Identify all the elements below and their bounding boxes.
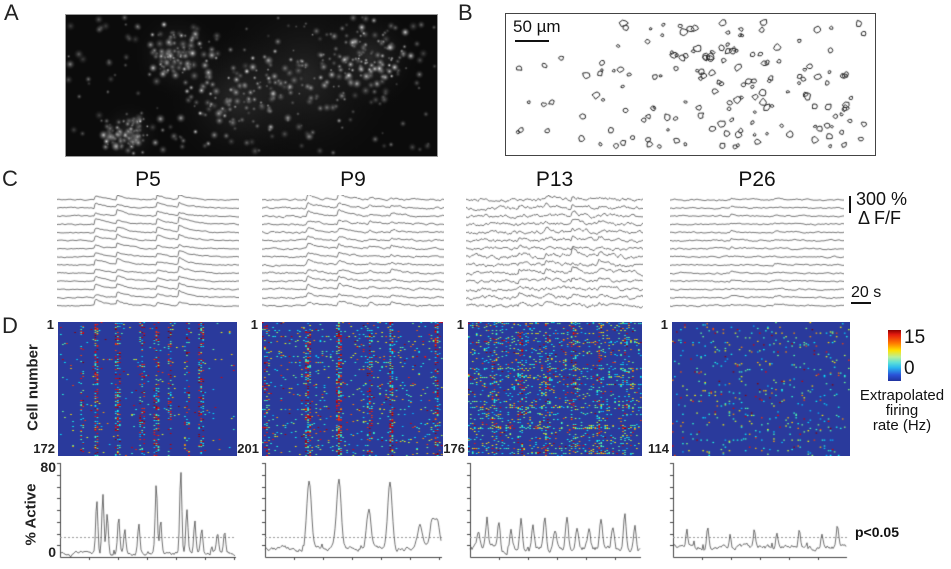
df-scale-units: Δ F/F (858, 208, 902, 228)
colorbar-title-line3: rate (Hz) (872, 417, 932, 434)
panel-c-label: C (2, 166, 18, 191)
cell-first-label-p9: 1 (250, 317, 258, 332)
percent-active-plot-p5 (54, 461, 237, 562)
panel-a-label: A (4, 0, 19, 25)
significance-label: p<0.05 (855, 524, 899, 540)
panel-b-scale-bar-label: 50 µm (513, 17, 561, 36)
cell-first-label-p5: 1 (46, 317, 54, 332)
colorbar-title-line1: Extrapolated (859, 387, 945, 404)
panel-b-cell-outline-map (505, 13, 876, 156)
colorbar-max-label: 15 (904, 327, 926, 348)
df-scale-tick (849, 196, 851, 213)
cell-first-label-p26: 1 (660, 317, 668, 332)
cell-number-axis-label: Cell number (24, 344, 42, 431)
active-ymin-label: 0 (48, 544, 56, 560)
percent-active-plot-p13 (464, 461, 642, 562)
panel-a-fluorescence-image (65, 14, 438, 157)
colorbar-title-line2: firing (885, 402, 919, 419)
panel-d-label: D (2, 313, 18, 338)
cell-count-label-p26: 114 (648, 441, 669, 456)
colorbar-gradient (888, 330, 901, 381)
colorbar-min-label: 0 (904, 358, 915, 379)
time-scale-line (851, 302, 871, 304)
age-title-p9: P9 (340, 168, 366, 191)
traces-plot-p13 (466, 195, 643, 309)
cell-count-label-p9: 201 (237, 441, 259, 456)
firing-rate-heatmap-p5 (58, 322, 237, 456)
age-title-p5: P5 (135, 168, 161, 191)
age-title-p13: P13 (535, 168, 574, 191)
percent-active-plot-p9 (259, 461, 443, 562)
panel-b-label: B (458, 0, 473, 25)
panel-b-scale-bar-line (515, 40, 549, 42)
firing-rate-heatmap-p13 (468, 322, 642, 456)
cell-first-label-p13: 1 (456, 317, 464, 332)
percent-active-plot-p26 (667, 461, 848, 562)
cell-count-label-p13: 176 (443, 441, 465, 456)
firing-rate-heatmap-p26 (672, 322, 850, 456)
traces-plot-p5 (57, 195, 239, 309)
cell-count-label-p5: 172 (33, 441, 55, 456)
traces-plot-p9 (262, 195, 444, 309)
traces-plot-p26 (670, 195, 844, 309)
time-scale-label: 20 s (851, 284, 882, 301)
active-ymax-label: 80 (40, 459, 56, 475)
percent-active-axis-label: % Active (22, 483, 40, 546)
firing-rate-heatmap-p9 (262, 322, 443, 456)
df-scale-amplitude: 300 % (856, 189, 908, 209)
age-title-p26: P26 (738, 168, 776, 191)
